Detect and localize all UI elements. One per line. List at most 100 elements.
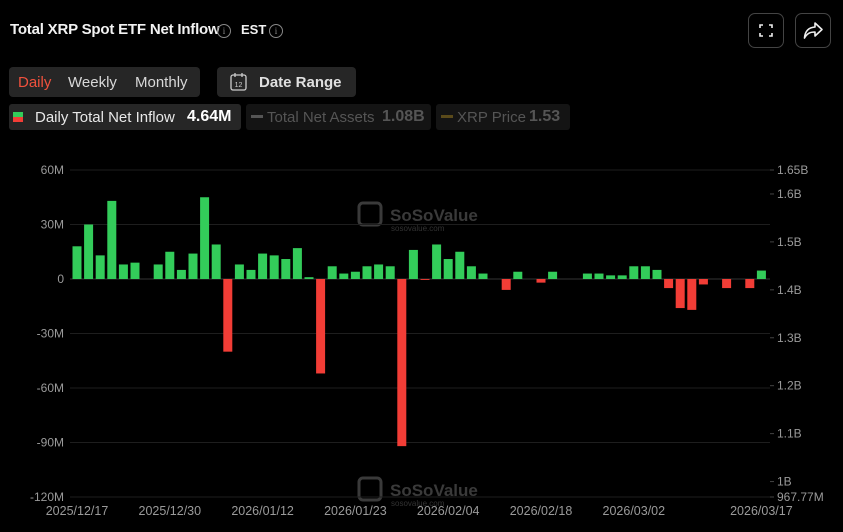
- legend-swatch: [13, 112, 23, 122]
- info-icon[interactable]: i: [217, 24, 231, 38]
- bar: [455, 251, 465, 279]
- y2-tick-label: 1.65B: [777, 163, 808, 177]
- watermark-logo: [357, 476, 383, 502]
- y-tick-label: -90M: [37, 436, 64, 450]
- date-range-button[interactable]: 12 Date Range: [217, 67, 356, 97]
- legend-item[interactable]: Total Net Assets 1.08B: [246, 104, 431, 130]
- watermark-site: sosovalue.com: [391, 499, 445, 508]
- tab-monthly[interactable]: Monthly: [135, 74, 188, 91]
- bar: [316, 279, 326, 374]
- bar: [200, 197, 210, 279]
- bar: [327, 266, 337, 279]
- share-button[interactable]: [795, 13, 831, 48]
- page-title: Total XRP Spot ETF Net Inflow: [10, 21, 220, 38]
- bar: [269, 255, 279, 279]
- legend-value: 1.08B: [382, 108, 425, 125]
- bar: [130, 262, 140, 279]
- y2-tick-label: 1.2B: [777, 379, 802, 393]
- bar: [652, 269, 662, 279]
- y-tick-label: 30M: [41, 218, 64, 232]
- x-tick-label: 2026/02/04: [417, 504, 480, 518]
- watermark-site: sosovalue.com: [391, 224, 445, 233]
- bar: [722, 279, 732, 289]
- legend-item[interactable]: XRP Price 1.53: [436, 104, 570, 130]
- bar: [687, 279, 697, 310]
- bar: [756, 270, 766, 279]
- bar: [176, 269, 186, 279]
- y2-tick-label: 967.77M: [777, 490, 824, 504]
- fullscreen-button[interactable]: [748, 13, 784, 48]
- bar: [478, 273, 488, 279]
- bar: [536, 279, 546, 283]
- bar: [304, 277, 314, 279]
- legend-label: Daily Total Net Inflow: [35, 109, 175, 126]
- bar: [292, 248, 302, 279]
- legend-value: 1.53: [529, 108, 561, 125]
- date-range-label: Date Range: [259, 74, 342, 91]
- x-tick-label: 2026/03/17: [730, 504, 793, 518]
- bar: [165, 251, 175, 279]
- info-icon[interactable]: i: [269, 24, 283, 38]
- bar: [95, 255, 105, 279]
- bar: [606, 275, 616, 279]
- legend-swatch: [441, 115, 453, 118]
- legend-label: XRP Price: [457, 109, 526, 126]
- bar: [675, 279, 685, 309]
- period-tabs: Daily Weekly Monthly: [9, 67, 200, 97]
- share-icon: [803, 22, 823, 39]
- bar: [664, 279, 674, 289]
- bar: [153, 264, 163, 279]
- bar: [385, 266, 395, 279]
- bar: [397, 279, 407, 447]
- bar: [629, 266, 639, 279]
- y2-tick-label: 1.6B: [777, 187, 802, 201]
- bar: [234, 264, 244, 279]
- y-tick-label: 60M: [41, 163, 64, 177]
- x-tick-label: 2026/02/18: [510, 504, 573, 518]
- legend-swatch: [251, 115, 263, 118]
- bar: [513, 271, 523, 279]
- bar: [246, 269, 256, 279]
- bar: [698, 279, 708, 285]
- bar: [420, 279, 430, 280]
- bar: [84, 224, 94, 279]
- bar: [258, 253, 268, 279]
- tab-weekly[interactable]: Weekly: [68, 74, 117, 91]
- bar: [582, 273, 592, 279]
- y-tick-label: -120M: [30, 490, 64, 504]
- calendar-icon: 12: [230, 73, 247, 91]
- bar: [408, 249, 418, 279]
- x-tick-label: 2026/03/02: [603, 504, 666, 518]
- bar: [548, 271, 558, 279]
- legend-item[interactable]: Daily Total Net Inflow 4.64M: [9, 104, 241, 130]
- y-tick-label: 0: [57, 272, 64, 286]
- fullscreen-icon: [759, 24, 773, 37]
- bar: [432, 244, 442, 279]
- bar: [72, 246, 82, 279]
- y2-tick-label: 1.4B: [777, 283, 802, 297]
- y2-tick-label: 1.5B: [777, 235, 802, 249]
- calendar-icon-text: 12: [235, 82, 243, 89]
- bar: [745, 279, 755, 289]
- bar: [339, 273, 349, 279]
- timezone[interactable]: EST: [241, 22, 267, 37]
- bar: [443, 259, 453, 279]
- bar: [281, 259, 291, 279]
- bar: [223, 279, 233, 352]
- bar: [466, 266, 476, 279]
- tab-daily[interactable]: Daily: [18, 74, 52, 91]
- watermark: SoSoValue: [390, 481, 478, 500]
- bar: [501, 279, 511, 290]
- legend-label: Total Net Assets: [267, 109, 375, 126]
- bar: [211, 244, 221, 279]
- bar: [107, 200, 117, 279]
- y2-tick-label: 1.1B: [777, 427, 802, 441]
- x-tick-label: 2025/12/30: [139, 504, 202, 518]
- y2-tick-label: 1B: [777, 475, 792, 489]
- legend-value: 4.64M: [187, 108, 232, 125]
- x-tick-label: 2025/12/17: [46, 504, 109, 518]
- y-tick-label: -30M: [37, 327, 64, 341]
- x-tick-label: 2026/01/23: [324, 504, 387, 518]
- watermark-logo: [357, 201, 383, 227]
